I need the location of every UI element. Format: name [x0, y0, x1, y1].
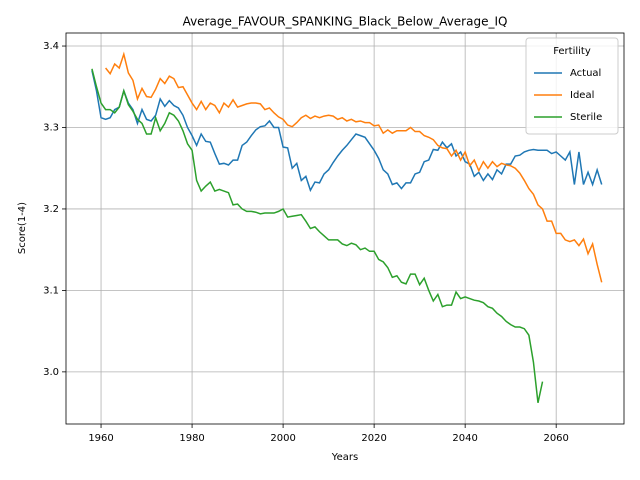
y-axis-label: Score(1-4) — [17, 202, 28, 254]
legend-title: Fertility — [553, 46, 591, 57]
y-tick-label: 3.2 — [43, 204, 59, 215]
x-tick-label: 2040 — [452, 433, 477, 444]
series-line — [105, 51, 603, 283]
legend-label: Ideal — [570, 90, 594, 101]
series-line — [91, 68, 544, 403]
y-tick-label: 3.1 — [43, 285, 59, 296]
x-tick-label: 1960 — [88, 433, 113, 444]
x-tick-label: 2020 — [361, 433, 386, 444]
x-axis-label: Years — [331, 452, 358, 463]
plot-frame — [65, 32, 625, 425]
x-tick-label: 1980 — [179, 433, 204, 444]
legend-box — [525, 37, 619, 135]
x-tick-label: 2060 — [543, 433, 568, 444]
legend-label: Actual — [570, 68, 601, 79]
series-line — [91, 70, 603, 193]
y-tick-label: 3.3 — [43, 122, 59, 133]
x-tick-label: 2000 — [270, 433, 295, 444]
y-tick-label: 3.4 — [43, 41, 59, 52]
chart-title: Average_FAVOUR_SPANKING_Black_Below_Aver… — [183, 15, 508, 29]
legend-label: Sterile — [570, 112, 602, 123]
y-tick-label: 3.0 — [43, 367, 59, 378]
legend: Fertility Actual Ideal Sterile — [525, 37, 619, 135]
